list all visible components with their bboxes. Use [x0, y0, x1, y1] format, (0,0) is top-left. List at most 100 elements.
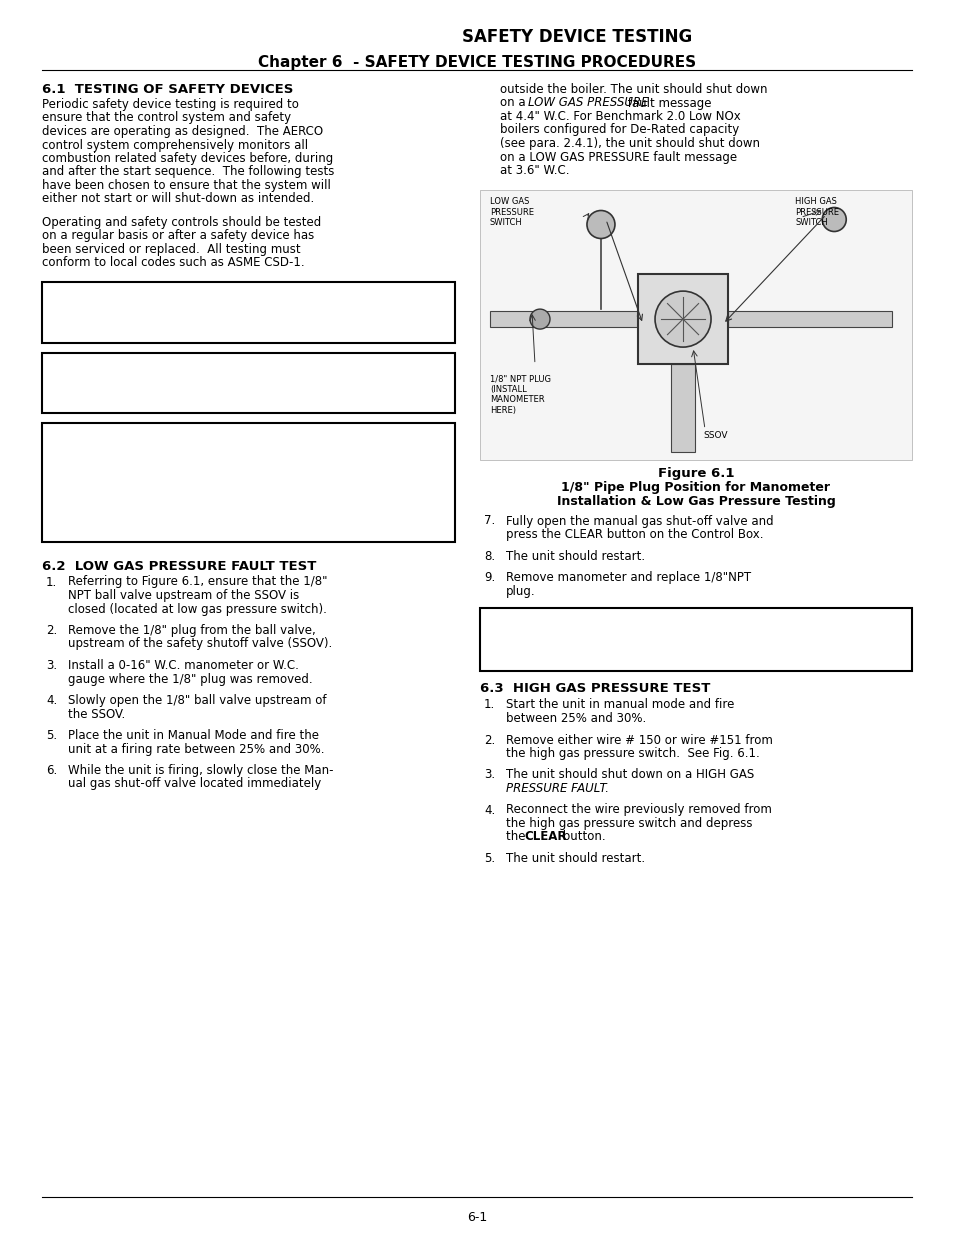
Text: the high gas pressure switch.  See Fig. 6.1.: the high gas pressure switch. See Fig. 6… [505, 747, 759, 760]
Text: (see para. 2.4.1), the unit should shut down: (see para. 2.4.1), the unit should shut … [499, 137, 760, 149]
Text: NOTE:: NOTE: [672, 613, 719, 625]
Text: 1.: 1. [483, 699, 495, 711]
Text: 2.: 2. [46, 624, 57, 637]
Text: 6.2  LOW GAS PRESSURE FAULT TEST: 6.2 LOW GAS PRESSURE FAULT TEST [42, 559, 316, 573]
Text: at 4.4" W.C. For Benchmark 2.0 Low NOx: at 4.4" W.C. For Benchmark 2.0 Low NOx [499, 110, 740, 124]
Text: SYSTEM MAY INCLUDE 460, 220, 120: SYSTEM MAY INCLUDE 460, 220, 120 [48, 456, 266, 468]
Text: Place the unit in Manual Mode and fire the: Place the unit in Manual Mode and fire t… [68, 729, 318, 742]
Text: the: the [505, 830, 529, 844]
Text: Referring to Figure 6.1, ensure that the 1/8": Referring to Figure 6.1, ensure that the… [68, 576, 327, 589]
Text: either not start or will shut-down as intended.: either not start or will shut-down as in… [42, 193, 314, 205]
Circle shape [655, 291, 710, 347]
Text: Reconnect the wire previously removed from: Reconnect the wire previously removed fr… [505, 804, 771, 816]
Text: It will be necessary to remove the sheet: It will be necessary to remove the sheet [48, 370, 286, 384]
Text: CLEAR: CLEAR [523, 830, 566, 844]
Text: 5.: 5. [483, 852, 495, 864]
Text: 7.: 7. [483, 515, 495, 527]
Text: metal covers from the unit to perform the: metal covers from the unit to perform th… [48, 384, 295, 396]
Text: devices are operating as designed.  The AERCO: devices are operating as designed. The A… [42, 125, 323, 138]
Text: NOTE:: NOTE: [225, 287, 272, 299]
Bar [479, 189, 911, 459]
Text: have been chosen to ensure that the system will: have been chosen to ensure that the syst… [42, 179, 331, 191]
Text: 4.: 4. [46, 694, 57, 706]
Text: Install a 0-16" W.C. manometer or W.C.: Install a 0-16" W.C. manometer or W.C. [68, 659, 298, 672]
Text: on a: on a [499, 96, 529, 110]
Text: Start the unit in manual mode and fire: Start the unit in manual mode and fire [505, 699, 734, 711]
Text: flash until the CLEAR button is pressed.: flash until the CLEAR button is pressed. [485, 653, 720, 666]
Text: MANUAL and AUTO modes are required to: MANUAL and AUTO modes are required to [48, 300, 295, 312]
Text: The unit should restart.: The unit should restart. [505, 852, 644, 864]
Text: 6-1: 6-1 [466, 1212, 487, 1224]
Text: be displayed and the fault indicator light will: be displayed and the fault indicator lig… [485, 640, 750, 652]
Text: Remove the 1/8" plug from the ball valve,: Remove the 1/8" plug from the ball valve… [68, 624, 315, 637]
Text: fault message: fault message [623, 96, 711, 110]
Bar [670, 364, 695, 452]
Text: Operating and safety controls should be tested: Operating and safety controls should be … [42, 216, 321, 228]
Text: ELECTRICAL  VOLTAGES  IN  THIS: ELECTRICAL VOLTAGES IN THIS [48, 442, 241, 454]
Text: Remove either wire # 150 or wire #151 from: Remove either wire # 150 or wire #151 fr… [505, 734, 772, 746]
Text: 5.: 5. [46, 729, 57, 742]
Text: explanation of these modes, see Chapter 3.: explanation of these modes, see Chapter … [48, 327, 307, 340]
Text: Installation & Low Gas Pressure Testing: Installation & Low Gas Pressure Testing [556, 494, 835, 508]
Text: control system comprehensively monitors all: control system comprehensively monitors … [42, 138, 308, 152]
Bar [42, 282, 455, 342]
Text: 1/8" Pipe Plug Position for Manometer: 1/8" Pipe Plug Position for Manometer [561, 482, 830, 494]
Circle shape [821, 207, 845, 231]
Text: WIRE REMOVAL OR OTHER TESTING: WIRE REMOVAL OR OTHER TESTING [48, 496, 258, 509]
Text: on a LOW GAS PRESSURE fault message: on a LOW GAS PRESSURE fault message [499, 151, 737, 163]
Text: 9.: 9. [483, 571, 495, 584]
Text: ELECTRICAL SHOCK.: ELECTRICAL SHOCK. [48, 522, 168, 536]
Text: closed (located at low gas pressure switch).: closed (located at low gas pressure swit… [68, 603, 327, 615]
Text: upstream of the safety shutoff valve (SSOV).: upstream of the safety shutoff valve (SS… [68, 637, 332, 651]
Text: PRESSURE FAULT.: PRESSURE FAULT. [505, 782, 608, 795]
Text: 6.: 6. [46, 764, 57, 777]
Text: PROCEDURES THAT CAN RESULT IN: PROCEDURES THAT CAN RESULT IN [48, 510, 255, 522]
Text: between 25% and 30%.: between 25% and 30%. [505, 713, 645, 725]
Text: Chapter 6  - SAFETY DEVICE TESTING PROCEDURES: Chapter 6 - SAFETY DEVICE TESTING PROCED… [257, 56, 696, 70]
Bar [42, 352, 455, 412]
Text: ual gas shut-off valve located immediately: ual gas shut-off valve located immediate… [68, 778, 321, 790]
Text: WARNING!: WARNING! [209, 427, 288, 440]
Text: been serviced or replaced.  All testing must: been serviced or replaced. All testing m… [42, 243, 300, 256]
Text: Figure 6.1: Figure 6.1 [657, 468, 734, 480]
Text: HIGH GAS
PRESSURE
SWITCH: HIGH GAS PRESSURE SWITCH [795, 198, 839, 227]
Text: 1/8" NPT PLUG
(INSTALL
MANOMETER
HERE): 1/8" NPT PLUG (INSTALL MANOMETER HERE) [490, 374, 551, 415]
Text: LOW GAS
PRESSURE
SWITCH: LOW GAS PRESSURE SWITCH [490, 198, 534, 227]
Text: 6.3  HIGH GAS PRESSURE TEST: 6.3 HIGH GAS PRESSURE TEST [479, 683, 710, 695]
Text: 6.1  TESTING OF SAFETY DEVICES: 6.1 TESTING OF SAFETY DEVICES [42, 83, 294, 96]
Text: REMOVED PRIOR TO PERFORMING: REMOVED PRIOR TO PERFORMING [48, 483, 249, 495]
Text: 4.: 4. [483, 804, 495, 816]
Circle shape [530, 309, 550, 329]
Text: unit at a firing rate between 25% and 30%.: unit at a firing rate between 25% and 30… [68, 742, 324, 756]
Text: After faulting the unit, the fault message will: After faulting the unit, the fault messa… [485, 626, 751, 638]
Text: perform the following tests. For a complete: perform the following tests. For a compl… [48, 314, 304, 326]
Text: following tests.: following tests. [48, 398, 137, 410]
Text: plug.: plug. [505, 584, 535, 598]
Text: the high gas pressure switch and depress: the high gas pressure switch and depress [505, 818, 752, 830]
Text: and after the start sequence.  The following tests: and after the start sequence. The follow… [42, 165, 334, 179]
Text: boilers configured for De-Rated capacity: boilers configured for De-Rated capacity [499, 124, 739, 137]
Text: 3.: 3. [46, 659, 57, 672]
Text: on a regular basis or after a safety device has: on a regular basis or after a safety dev… [42, 230, 314, 242]
Text: SAFETY DEVICE TESTING: SAFETY DEVICE TESTING [461, 28, 691, 46]
Text: NPT ball valve upstream of the SSOV is: NPT ball valve upstream of the SSOV is [68, 589, 299, 601]
Text: AND 24 VOLTS AC.  POWER MUST BE: AND 24 VOLTS AC. POWER MUST BE [48, 469, 265, 482]
Text: button.: button. [558, 830, 605, 844]
Text: Fully open the manual gas shut-off valve and: Fully open the manual gas shut-off valve… [505, 515, 773, 527]
Text: press the CLEAR button on the Control Box.: press the CLEAR button on the Control Bo… [505, 529, 762, 541]
Text: Slowly open the 1/8" ball valve upstream of: Slowly open the 1/8" ball valve upstream… [68, 694, 326, 706]
Text: at 3.6" W.C.: at 3.6" W.C. [499, 164, 569, 177]
Text: While the unit is firing, slowly close the Man-: While the unit is firing, slowly close t… [68, 764, 334, 777]
Text: The unit should shut down on a HIGH GAS: The unit should shut down on a HIGH GAS [505, 768, 754, 782]
Bar [727, 311, 891, 327]
Text: outside the boiler. The unit should shut down: outside the boiler. The unit should shut… [499, 83, 767, 96]
Bar [479, 608, 911, 671]
Text: combustion related safety devices before, during: combustion related safety devices before… [42, 152, 333, 165]
Text: 1.: 1. [46, 576, 57, 589]
Circle shape [586, 210, 615, 238]
Bar [42, 424, 455, 541]
Text: ensure that the control system and safety: ensure that the control system and safet… [42, 111, 291, 125]
Text: 2.: 2. [483, 734, 495, 746]
Text: NOTE:: NOTE: [225, 357, 272, 369]
Text: 3.: 3. [483, 768, 495, 782]
